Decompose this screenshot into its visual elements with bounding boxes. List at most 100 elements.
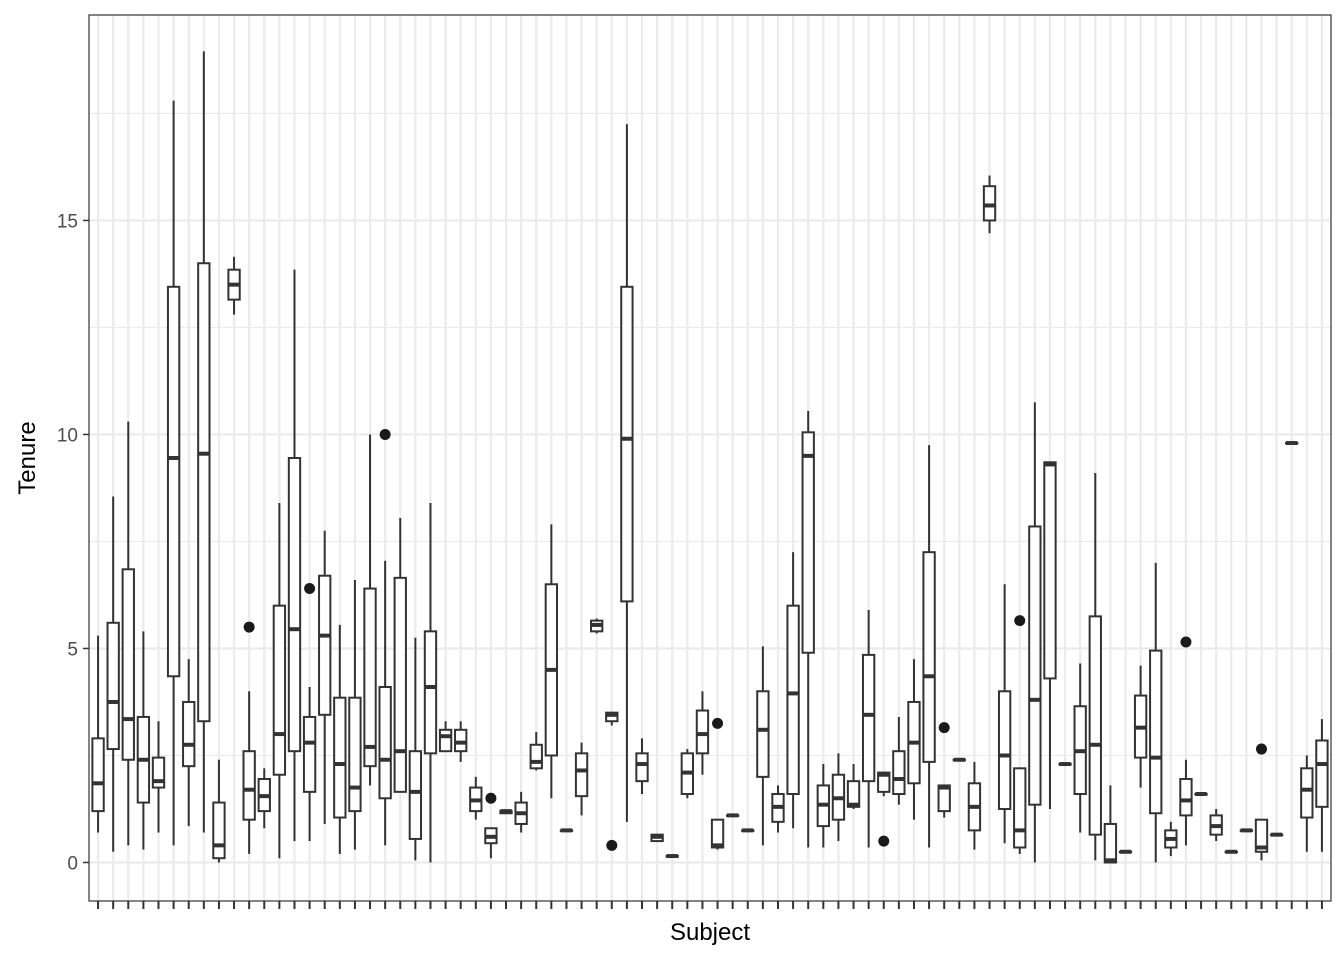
box-group	[1118, 849, 1133, 854]
box-body	[997, 690, 1012, 810]
box-outlier-point	[379, 428, 391, 440]
box-group	[378, 428, 392, 846]
box-group	[710, 717, 725, 850]
box-body	[635, 752, 649, 783]
box-group	[861, 609, 876, 848]
box-group	[257, 768, 271, 829]
box-group	[574, 742, 589, 816]
box-group	[121, 421, 135, 846]
y-tick-label: 10	[57, 425, 78, 446]
box-group	[106, 496, 120, 852]
x-axis	[97, 901, 1323, 909]
box-body	[605, 711, 619, 723]
box-body	[272, 604, 287, 776]
box-group	[997, 584, 1012, 844]
box-group	[302, 583, 317, 842]
box-group	[922, 445, 936, 848]
box-group	[1028, 402, 1042, 863]
y-tick-label: 15	[57, 211, 78, 232]
box-group	[499, 809, 513, 815]
box-group	[982, 175, 997, 234]
box-group	[1254, 743, 1269, 861]
box-body	[1043, 461, 1057, 680]
box-group	[166, 100, 181, 846]
box-group	[1133, 665, 1148, 788]
box-group	[1088, 472, 1102, 861]
box-body	[333, 696, 347, 819]
box-outlier-point	[1014, 615, 1026, 627]
box-group	[544, 524, 559, 799]
box-group	[620, 124, 634, 822]
box-body	[846, 780, 861, 808]
box-body	[454, 728, 468, 753]
box-group	[1209, 808, 1223, 842]
box-group	[756, 646, 770, 846]
box-group	[408, 637, 423, 861]
box-body	[529, 743, 543, 770]
box-body	[438, 728, 453, 753]
box-group	[1043, 461, 1057, 809]
box-group	[680, 749, 695, 799]
box-group	[650, 833, 664, 843]
box-group	[333, 624, 347, 854]
box-group	[846, 764, 861, 809]
box-group	[605, 711, 619, 851]
box-group	[469, 776, 483, 820]
box-group	[484, 792, 498, 859]
box-group	[1194, 791, 1208, 796]
box-body	[242, 750, 256, 821]
box-group	[816, 764, 830, 848]
box-body	[574, 752, 589, 798]
box-body	[695, 709, 710, 755]
box-outlier-point	[878, 835, 890, 847]
box-group	[892, 716, 906, 805]
x-axis-title: Subject	[670, 919, 750, 946]
box-body	[922, 551, 936, 763]
y-tick-label: 0	[67, 853, 78, 874]
box-body	[182, 700, 196, 768]
box-group	[1224, 849, 1238, 854]
box-group	[454, 721, 468, 762]
box-body	[877, 771, 891, 793]
box-body	[287, 457, 302, 753]
box-outlier-point	[485, 792, 497, 804]
box-body	[408, 750, 423, 840]
box-body	[1179, 778, 1193, 817]
box-body	[1028, 525, 1042, 806]
box-body	[151, 756, 166, 789]
box-group	[1269, 832, 1284, 837]
box-group	[393, 517, 407, 793]
box-group	[771, 785, 785, 833]
y-axis-title: Tenure	[14, 421, 41, 494]
box-series	[91, 51, 1329, 864]
box-group	[318, 530, 332, 824]
box-group	[91, 635, 105, 833]
box-outlier-point	[243, 621, 255, 633]
box-group	[529, 731, 543, 771]
box-body	[1088, 615, 1102, 836]
box-body	[756, 690, 770, 778]
box-group	[227, 256, 241, 315]
box-body	[937, 784, 951, 813]
box-body	[91, 737, 105, 813]
box-outlier-point	[1180, 636, 1192, 648]
box-body	[121, 568, 135, 761]
box-group	[514, 791, 528, 833]
box-body	[1149, 649, 1163, 815]
box-outlier-point	[304, 583, 316, 595]
box-body	[1300, 767, 1314, 819]
box-group	[877, 771, 891, 847]
box-body	[423, 630, 438, 755]
box-group	[695, 691, 710, 775]
box-group	[151, 721, 166, 833]
box-group	[1285, 441, 1299, 446]
box-group	[1149, 562, 1163, 863]
box-group	[1103, 785, 1118, 864]
box-group	[1315, 719, 1329, 852]
box-body	[1254, 818, 1269, 853]
box-group	[1239, 828, 1254, 833]
box-body	[1103, 822, 1118, 864]
box-group	[1013, 615, 1027, 854]
box-body	[393, 576, 407, 793]
